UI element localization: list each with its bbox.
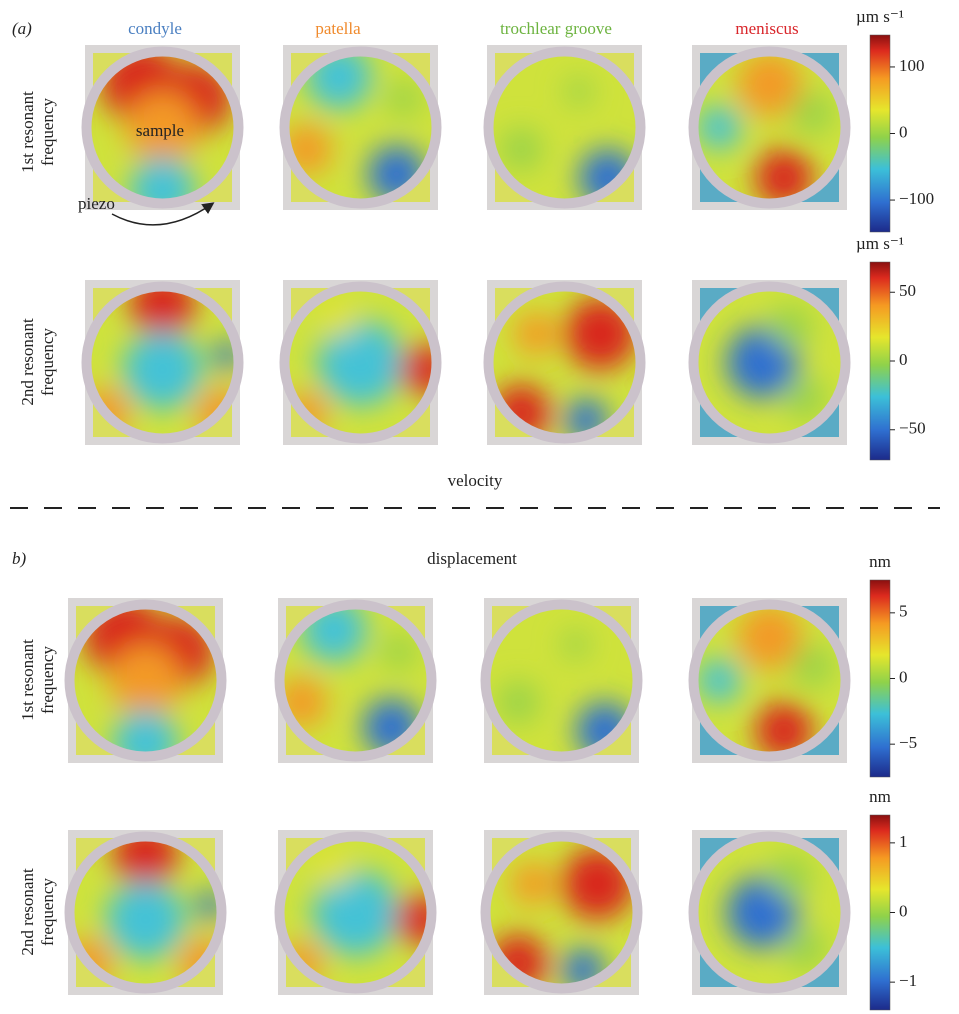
map-blob	[770, 855, 813, 898]
map-blob	[497, 681, 540, 724]
row-label: 1st resonant frequency	[18, 67, 58, 197]
map	[692, 830, 847, 995]
map	[692, 598, 847, 763]
map	[68, 598, 223, 774]
annotation: sample	[136, 121, 184, 140]
colorbar-tick-label: 100	[899, 56, 925, 75]
colorbar-tick-label: −100	[899, 189, 934, 208]
column-header: patella	[315, 19, 361, 38]
maps	[63, 45, 847, 995]
map	[692, 45, 847, 210]
map-blob	[386, 81, 422, 117]
annotation: piezo	[78, 194, 115, 213]
map-blob	[123, 330, 202, 409]
map-blob	[514, 312, 557, 355]
column-header: trochlear groove	[500, 19, 612, 38]
map-blob	[562, 630, 591, 659]
map-blob	[500, 128, 543, 171]
figure: (a) condyle patella trochlear groove men…	[0, 0, 959, 1014]
colorbar-tick-label: 50	[899, 281, 916, 300]
map	[276, 598, 433, 763]
figure-canvas: (a) condyle patella trochlear groove men…	[0, 0, 959, 1014]
map	[283, 280, 450, 445]
map-blob	[400, 345, 450, 395]
map-blob	[395, 895, 445, 945]
colorbar-tick-label: 0	[899, 667, 908, 686]
map-blob	[381, 634, 417, 670]
map-blob	[511, 862, 554, 905]
panel-title: displacement	[427, 549, 517, 568]
map-blob	[113, 709, 178, 774]
map	[692, 280, 847, 445]
map	[278, 830, 445, 995]
row-label: 2nd resonant frequency	[18, 847, 58, 977]
colorbar	[870, 815, 890, 1010]
map-blob	[130, 156, 195, 221]
colorbar-tick-label: 0	[899, 901, 908, 920]
map	[487, 280, 642, 445]
map-blob	[321, 301, 357, 337]
map	[63, 823, 229, 996]
panel-label: b)	[12, 549, 27, 568]
colorbar	[870, 580, 890, 777]
map	[281, 45, 438, 210]
map	[484, 598, 639, 763]
column-header: condyle	[128, 19, 182, 38]
colorbar-tick-label: 1	[899, 832, 908, 851]
row-label: 1st resonant frequency	[18, 615, 58, 745]
map-blob	[791, 92, 834, 135]
map	[487, 45, 642, 210]
map-blob	[698, 659, 741, 702]
colorbar-tick-label: −1	[899, 971, 917, 990]
colorbar-tick-label: −50	[899, 419, 926, 438]
column-header: meniscus	[735, 19, 798, 38]
colorbar-unit: µm s⁻¹	[856, 234, 904, 253]
map-blob	[770, 305, 813, 348]
colorbar-unit: nm	[869, 787, 891, 806]
caption: velocity	[448, 471, 503, 490]
map-blob	[791, 645, 834, 688]
map-blob	[110, 645, 182, 717]
map-blob	[565, 77, 594, 106]
panel-label: (a)	[12, 19, 32, 38]
map-blob	[106, 880, 185, 959]
map	[484, 830, 639, 995]
colorbar-tick-label: 0	[899, 350, 908, 369]
colorbar-tick-label: 0	[899, 122, 908, 141]
map-blob	[316, 851, 352, 887]
row-label: 2nd resonant frequency	[18, 297, 58, 427]
colorbar	[870, 262, 890, 460]
colorbar-tick-label: 5	[899, 602, 908, 621]
colorbar	[870, 35, 890, 232]
colorbar-unit: nm	[869, 552, 891, 571]
colorbar-unit: µm s⁻¹	[856, 7, 904, 26]
map-blob	[698, 106, 741, 149]
colorbar-tick-label: −5	[899, 733, 917, 752]
map	[80, 273, 246, 446]
